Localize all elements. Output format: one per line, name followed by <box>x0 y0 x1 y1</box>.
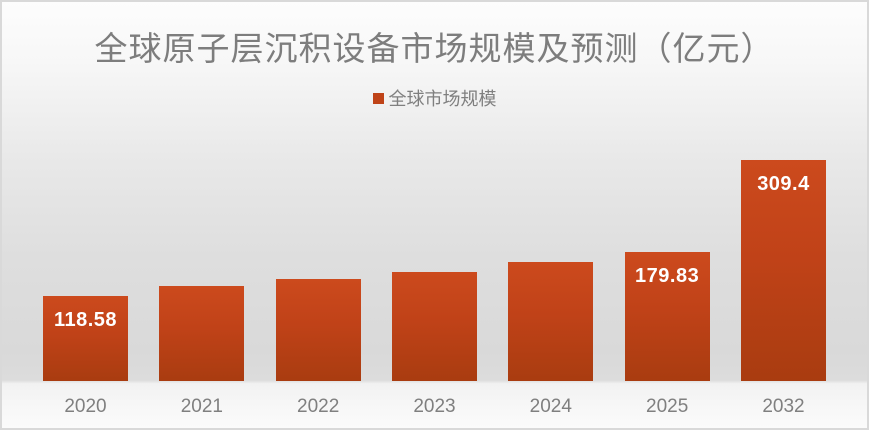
legend-label: 全球市场规模 <box>388 89 497 109</box>
plot-area: 118.58 179.83 309.4 <box>43 145 826 381</box>
x-axis-label-2025: 2025 <box>646 396 689 417</box>
bar-2021 <box>159 286 245 381</box>
bar-2022 <box>275 279 361 381</box>
chart-title: 全球原子层沉积设备市场规模及预测（亿元） <box>94 32 775 68</box>
x-axis-label-2022: 2022 <box>297 396 340 417</box>
bar-2024 <box>508 262 594 381</box>
bar-value-label-2025: 179.83 <box>635 265 700 287</box>
bar-2020: 118.58 <box>43 296 128 381</box>
bar-2023 <box>391 272 477 381</box>
bar-value-label-2020: 118.58 <box>53 309 118 331</box>
x-axis-label-2023: 2023 <box>413 396 456 417</box>
x-axis-label-2020: 2020 <box>64 396 107 417</box>
x-axis-label-2024: 2024 <box>529 396 572 417</box>
x-axis-label-2021: 2021 <box>180 396 223 417</box>
bar-value-label-2032: 309.4 <box>757 173 810 195</box>
bar-2032: 309.4 <box>740 160 826 381</box>
legend-swatch-icon <box>372 92 384 104</box>
legend: 全球市场规模 <box>2 85 867 111</box>
x-axis: 2020 2021 2022 2023 2024 2025 2032 <box>43 396 826 418</box>
bar-2025: 179.83 <box>624 252 710 381</box>
x-axis-label-2032: 2032 <box>762 396 805 417</box>
